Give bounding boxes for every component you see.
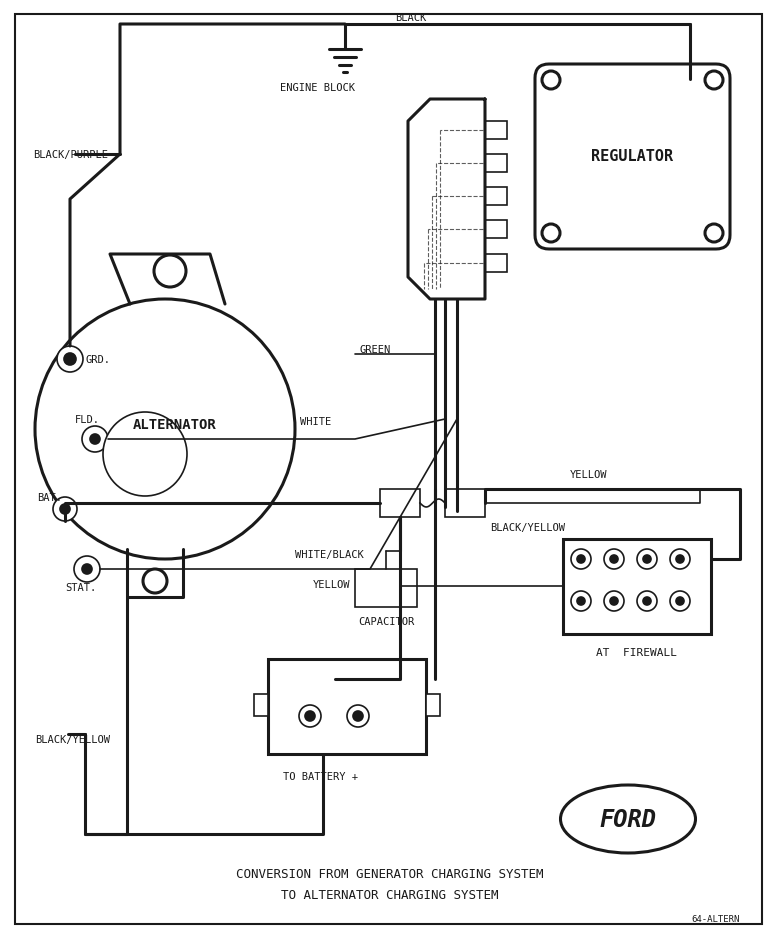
- Text: BLACK: BLACK: [395, 13, 427, 23]
- Circle shape: [154, 256, 186, 288]
- Bar: [355, 569, 417, 607]
- Circle shape: [353, 711, 363, 721]
- Circle shape: [577, 555, 585, 564]
- Circle shape: [604, 549, 624, 569]
- Circle shape: [53, 497, 77, 521]
- Circle shape: [676, 555, 684, 564]
- FancyBboxPatch shape: [535, 65, 730, 250]
- Text: BLACK/YELLOW: BLACK/YELLOW: [35, 734, 110, 744]
- Circle shape: [143, 569, 167, 594]
- Text: CAPACITOR: CAPACITOR: [358, 616, 414, 626]
- Text: ALTERNATOR: ALTERNATOR: [133, 417, 217, 431]
- Bar: [485, 221, 507, 239]
- Circle shape: [571, 549, 591, 569]
- Circle shape: [577, 598, 585, 605]
- Text: AT  FIREWALL: AT FIREWALL: [597, 648, 678, 657]
- Circle shape: [643, 555, 651, 564]
- Ellipse shape: [560, 785, 695, 853]
- Text: 64-ALTERN: 64-ALTERN: [692, 915, 740, 923]
- Circle shape: [35, 299, 295, 560]
- Text: FORD: FORD: [600, 807, 657, 831]
- Text: GRD.: GRD.: [85, 355, 110, 364]
- Circle shape: [670, 591, 690, 612]
- Circle shape: [705, 72, 723, 90]
- Bar: [445, 490, 485, 517]
- Bar: [426, 694, 440, 716]
- Bar: [380, 490, 420, 517]
- Circle shape: [610, 555, 618, 564]
- Circle shape: [64, 354, 76, 365]
- Circle shape: [542, 72, 560, 90]
- Text: YELLOW: YELLOW: [313, 580, 350, 589]
- Circle shape: [705, 225, 723, 243]
- Text: BAT.: BAT.: [37, 493, 62, 502]
- Bar: [485, 155, 507, 173]
- Circle shape: [74, 556, 100, 582]
- Circle shape: [610, 598, 618, 605]
- Text: ENGINE BLOCK: ENGINE BLOCK: [280, 83, 354, 93]
- Text: GREEN: GREEN: [360, 345, 392, 355]
- Circle shape: [57, 346, 83, 373]
- Bar: [254, 694, 268, 716]
- Circle shape: [90, 434, 100, 445]
- Text: FLD.: FLD.: [75, 414, 100, 425]
- Text: CONVERSION FROM GENERATOR CHARGING SYSTEM: CONVERSION FROM GENERATOR CHARGING SYSTE…: [236, 868, 544, 881]
- Circle shape: [643, 598, 651, 605]
- Text: YELLOW: YELLOW: [570, 469, 608, 480]
- Text: WHITE/BLACK: WHITE/BLACK: [295, 549, 364, 560]
- Text: WHITE: WHITE: [300, 416, 331, 427]
- Bar: [563, 539, 711, 634]
- Circle shape: [604, 591, 624, 612]
- Circle shape: [299, 705, 321, 727]
- Circle shape: [82, 565, 92, 574]
- Circle shape: [347, 705, 369, 727]
- Bar: [485, 188, 507, 206]
- Circle shape: [542, 225, 560, 243]
- Text: TO BATTERY +: TO BATTERY +: [283, 771, 358, 782]
- Text: STAT.: STAT.: [65, 582, 96, 593]
- Circle shape: [60, 504, 70, 514]
- Circle shape: [103, 413, 187, 497]
- Text: BLACK/YELLOW: BLACK/YELLOW: [490, 522, 565, 532]
- Text: BLACK/PURPLE: BLACK/PURPLE: [33, 150, 108, 160]
- Circle shape: [82, 427, 108, 452]
- Circle shape: [305, 711, 315, 721]
- Text: REGULATOR: REGULATOR: [591, 149, 673, 164]
- Circle shape: [571, 591, 591, 612]
- Circle shape: [637, 549, 657, 569]
- Text: TO ALTERNATOR CHARGING SYSTEM: TO ALTERNATOR CHARGING SYSTEM: [281, 888, 499, 902]
- Circle shape: [670, 549, 690, 569]
- Circle shape: [637, 591, 657, 612]
- Bar: [485, 255, 507, 273]
- Bar: [485, 122, 507, 140]
- Bar: [268, 659, 426, 754]
- Circle shape: [676, 598, 684, 605]
